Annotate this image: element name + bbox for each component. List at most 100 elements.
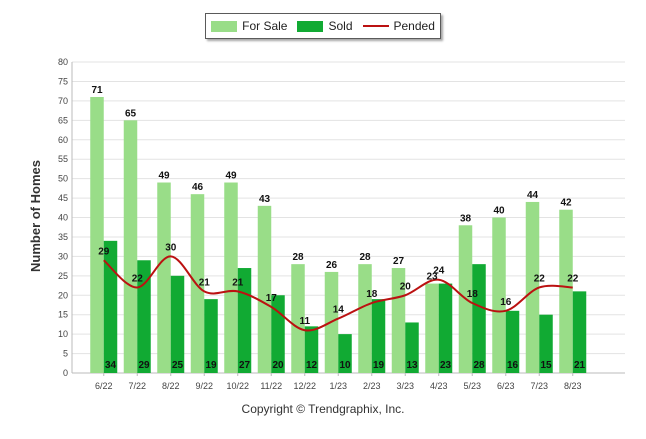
x-tick-label: 5/23 [463, 381, 481, 391]
data-label-sold: 25 [172, 360, 184, 371]
data-label-for-sale: 49 [225, 171, 237, 182]
data-label-sold: 28 [473, 360, 485, 371]
data-label-pended: 22 [534, 273, 546, 284]
legend-item-for-sale[interactable]: For Sale [211, 19, 287, 33]
y-tick-label: 25 [58, 271, 68, 281]
y-tick-label: 30 [58, 251, 68, 261]
pended-line-path[interactable] [103, 255, 573, 332]
legend-swatch-pended [362, 25, 389, 27]
x-tick-label: 4/23 [430, 381, 448, 391]
y-tick-label: 75 [58, 76, 68, 86]
bar-sold[interactable] [438, 283, 453, 373]
data-label-for-sale: 26 [326, 260, 338, 271]
data-label-for-sale: 28 [292, 252, 304, 263]
data-labels: 71 34 29 65 29 22 49 25 30 46 19 21 49 27 21 43 20 17 28 12… [91, 85, 585, 371]
x-tick-label: 8/22 [162, 381, 180, 391]
legend-label-pended: Pended [393, 19, 435, 33]
data-label-sold: 15 [540, 360, 552, 371]
bar-for-sale[interactable] [90, 96, 104, 374]
data-label-sold: 34 [105, 360, 117, 371]
data-label-for-sale: 43 [259, 194, 271, 205]
bar-for-sale[interactable] [391, 268, 406, 373]
legend-item-pended[interactable]: Pended [362, 19, 435, 33]
data-label-sold: 12 [306, 360, 318, 371]
data-label-pended: 21 [232, 277, 244, 288]
data-label-sold: 19 [373, 360, 385, 371]
data-label-pended: 21 [199, 277, 211, 288]
bar-sold[interactable] [103, 240, 118, 373]
y-axis-title: Number of Homes [28, 160, 43, 272]
bar-for-sale[interactable] [190, 194, 205, 373]
y-tick-label: 60 [58, 135, 68, 145]
data-label-for-sale: 71 [91, 85, 103, 96]
bar-for-sale[interactable] [425, 283, 439, 373]
bar-for-sale[interactable] [358, 264, 372, 373]
x-tick-label: 7/23 [530, 381, 548, 391]
legend: For Sale Sold Pended [205, 13, 441, 39]
data-label-for-sale: 27 [393, 256, 405, 267]
y-tick-label: 45 [58, 193, 68, 203]
bar-for-sale[interactable] [123, 120, 138, 373]
x-tick-label: 10/22 [226, 381, 249, 391]
bar-sold[interactable] [539, 314, 553, 373]
data-label-for-sale: 42 [560, 198, 572, 209]
bar-sold[interactable] [204, 299, 218, 373]
bar-sold[interactable] [371, 299, 386, 373]
data-label-pended: 18 [467, 289, 479, 300]
bar-for-sale[interactable] [291, 264, 305, 373]
data-label-sold: 20 [272, 360, 284, 371]
data-label-for-sale: 65 [125, 108, 137, 119]
bar-for-sale[interactable] [492, 217, 506, 374]
legend-swatch-for-sale [211, 20, 238, 32]
x-tick-label: 9/22 [195, 381, 213, 391]
y-tick-label: 15 [58, 310, 68, 320]
data-label-pended: 17 [266, 293, 278, 304]
legend-item-sold[interactable]: Sold [297, 19, 353, 33]
bar-sold[interactable] [338, 334, 352, 373]
x-tick-label: 2/23 [363, 381, 381, 391]
x-tick-label: 6/22 [95, 381, 113, 391]
data-label-for-sale: 46 [192, 182, 204, 193]
data-label-pended: 22 [567, 273, 579, 284]
data-label-for-sale: 44 [527, 190, 539, 201]
bar-sold[interactable] [472, 264, 486, 373]
y-tick-label: 50 [58, 174, 68, 184]
data-label-sold: 13 [406, 360, 418, 371]
data-label-pended: 11 [299, 316, 310, 327]
x-tick-label: 1/23 [329, 381, 347, 391]
y-tick-label: 55 [58, 154, 68, 164]
pended-line [103, 255, 573, 332]
bar-for-sale[interactable] [224, 182, 238, 373]
y-tick-label: 65 [58, 115, 68, 125]
bar-sold[interactable] [137, 260, 151, 373]
bar-for-sale[interactable] [257, 205, 272, 373]
copyright-text: Copyright © Trendgraphix, Inc. [241, 402, 405, 416]
bar-for-sale[interactable] [157, 182, 171, 373]
y-tick-label: 20 [58, 290, 68, 300]
bar-sold[interactable] [405, 322, 419, 373]
data-label-for-sale: 38 [460, 213, 472, 224]
y-tick-label: 70 [58, 96, 68, 106]
data-label-for-sale: 40 [493, 206, 505, 217]
data-label-pended: 16 [500, 297, 512, 308]
data-label-for-sale: 23 [426, 272, 438, 283]
data-label-pended: 20 [400, 281, 412, 292]
x-tick-label: 8/23 [564, 381, 582, 391]
bar-for-sale[interactable] [559, 209, 573, 373]
data-label-sold: 16 [507, 360, 519, 371]
bar-sold[interactable] [572, 291, 587, 373]
data-label-sold: 10 [339, 360, 351, 371]
y-tick-label: 35 [58, 232, 68, 242]
bar-sold[interactable] [304, 326, 319, 373]
data-label-pended: 24 [433, 266, 445, 277]
legend-swatch-sold [297, 20, 324, 32]
y-tick-label: 5 [63, 349, 68, 359]
bar-sold[interactable] [505, 310, 520, 373]
x-tick-label: 6/23 [497, 381, 515, 391]
bar-sold[interactable] [170, 275, 185, 373]
x-tick-label: 7/22 [128, 381, 146, 391]
bar-for-sale[interactable] [525, 201, 540, 373]
gridlines [72, 61, 625, 355]
